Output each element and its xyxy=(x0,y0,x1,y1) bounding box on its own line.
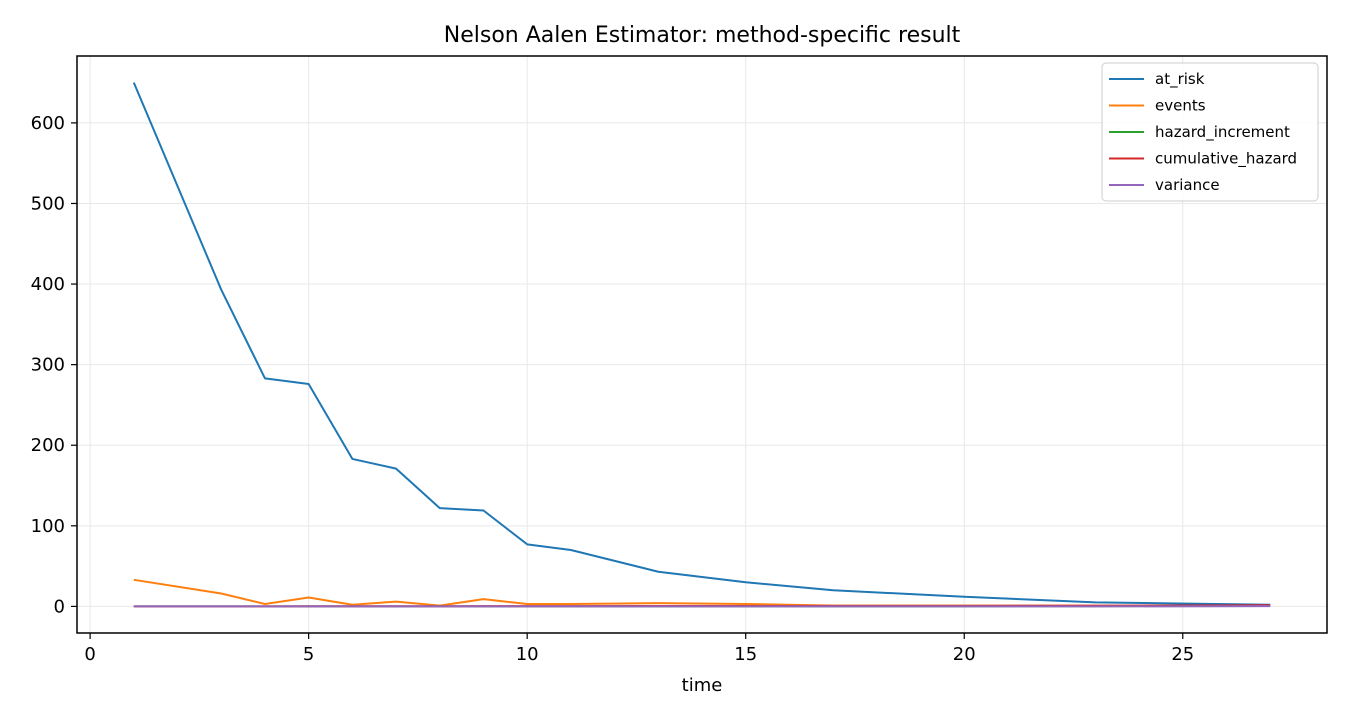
series-line-at-risk xyxy=(132,82,1271,606)
x-axis-ticks: 0 5 10 15 20 25 xyxy=(84,633,1194,665)
x-tick-label: 10 xyxy=(516,644,539,665)
y-tick-label: 300 xyxy=(31,355,65,376)
x-tick-label: 25 xyxy=(1171,644,1194,665)
legend-label-at-risk: at_risk xyxy=(1155,70,1205,89)
y-tick-label: 600 xyxy=(31,113,65,134)
x-tick-label: 20 xyxy=(953,644,976,665)
y-tick-label: 100 xyxy=(31,516,65,537)
legend-frame xyxy=(1101,62,1319,202)
y-tick-label: 400 xyxy=(31,274,65,295)
y-tick-label: 0 xyxy=(54,596,65,617)
x-tick-label: 0 xyxy=(84,644,95,665)
x-tick-label: 5 xyxy=(303,644,314,665)
y-tick-label: 500 xyxy=(31,193,65,214)
legend-label-events: events xyxy=(1155,97,1206,115)
chart-title: Nelson Aalen Estimator: method-specific … xyxy=(444,23,961,48)
legend-label-cumulative-hazard: cumulative_hazard xyxy=(1155,150,1297,169)
legend-label-variance: variance xyxy=(1155,176,1220,194)
x-tick-label: 15 xyxy=(734,644,757,665)
y-axis-ticks: 0 100 200 300 400 500 600 xyxy=(31,113,77,617)
y-tick-label: 200 xyxy=(31,435,65,456)
x-axis-label: time xyxy=(682,675,723,696)
legend-label-hazard-increment: hazard_increment xyxy=(1155,123,1290,142)
plot-series xyxy=(132,82,1271,608)
plot-frame xyxy=(76,55,1328,634)
